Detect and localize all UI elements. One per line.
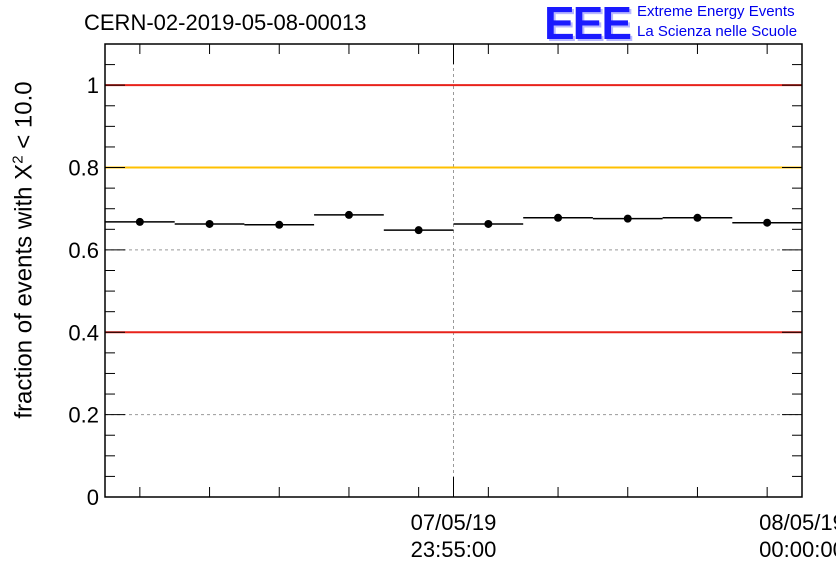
data-point [344, 210, 353, 219]
data-point [763, 218, 772, 227]
data-point [205, 219, 214, 228]
y-axis-label-suffix: < 10.0 [10, 81, 38, 156]
data-point [554, 213, 563, 222]
logo-line-1: Extreme Energy Events [637, 3, 795, 20]
data-point [275, 220, 284, 229]
y-axis-label-prefix: fraction of events with [10, 179, 38, 419]
logo-line-2: La Scienza nelle Scuole [637, 23, 798, 40]
run-title: CERN-02-2019-05-08-00013 [84, 10, 367, 35]
y-tick-label: 0.6 [68, 238, 99, 263]
y-axis-label: fraction of events with X2 < 10.0 [10, 81, 39, 418]
data-point [623, 214, 632, 223]
data-point [484, 219, 493, 228]
eee-logo: EEE Extreme Energy Events La Scienza nel… [540, 0, 836, 46]
x-tick-label-date: 07/05/19 [411, 510, 497, 535]
y-axis-label-symbol: X [10, 163, 38, 180]
data-point [693, 213, 702, 222]
y-tick-label: 1 [87, 73, 99, 98]
data-point [135, 217, 144, 226]
y-tick-label: 0 [87, 485, 99, 510]
x-tick-label-time: 00:00:00 [759, 537, 836, 562]
eee-logo-mark: EEE [544, 0, 632, 49]
y-axis-label-exponent: 2 [9, 155, 27, 164]
y-tick-label: 0.8 [68, 156, 99, 181]
data-point [414, 226, 423, 235]
y-tick-label: 0.2 [68, 403, 99, 428]
x-tick-label-time: 23:55:00 [411, 537, 497, 562]
y-tick-label: 0.4 [68, 320, 99, 345]
x-tick-label-date: 08/05/19 [759, 510, 836, 535]
